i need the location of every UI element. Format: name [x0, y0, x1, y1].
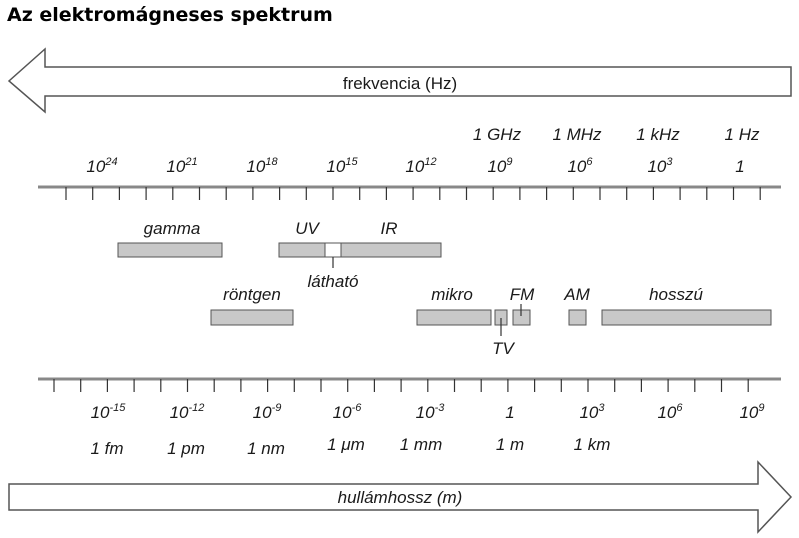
long-wave-label: hosszú	[649, 285, 703, 304]
frequency-unit-label: 1 kHz	[636, 125, 680, 144]
xray-label: röntgen	[223, 285, 281, 304]
visible-band	[324, 242, 342, 258]
frequency-tick-label: 1012	[405, 156, 436, 176]
frequency-tick-label: 1024	[86, 156, 117, 176]
xray-band	[210, 309, 294, 326]
frequency-tick-label: 109	[487, 156, 512, 176]
micro-label: mikro	[431, 285, 473, 304]
frequency-unit-label: 1 Hz	[725, 125, 760, 144]
wavelength-arrow	[8, 460, 793, 534]
frequency-scale-ticks	[65, 187, 761, 200]
wavelength-tick-label: 10-12	[170, 402, 205, 422]
frequency-tick-label: 106	[567, 156, 593, 176]
wavelength-arrow-label: hullámhossz (m)	[338, 488, 463, 507]
frequency-tick-label: 103	[647, 156, 673, 176]
wavelength-tick-label: 10-15	[91, 402, 127, 422]
wavelength-tick-label: 109	[739, 402, 764, 422]
wavelength-tick-label: 106	[657, 402, 683, 422]
wavelength-tick-label: 1	[505, 403, 514, 422]
frequency-tick-label: 1015	[326, 156, 358, 176]
frequency-arrow	[7, 47, 792, 114]
wavelength-unit-label: 1 km	[574, 435, 611, 454]
wavelength-unit-label: 1 nm	[247, 439, 285, 458]
page-title: Az elektromágneses spektrum	[7, 4, 333, 26]
wavelength-scale-ticks	[53, 379, 749, 392]
gamma-band	[117, 242, 223, 258]
frequency-tick-label: 1018	[246, 156, 278, 176]
fm-label: FM	[510, 285, 535, 304]
am-band	[568, 309, 587, 326]
frequency-unit-label: 1 MHz	[552, 125, 602, 144]
uv-label: UV	[295, 219, 320, 238]
gamma-label: gamma	[144, 219, 201, 238]
long-wave-band	[601, 309, 772, 326]
tv-label: TV	[492, 339, 515, 358]
wavelength-tick-label: 10-9	[253, 402, 282, 422]
wavelength-tick-label: 10-6	[333, 402, 363, 422]
wavelength-unit-label: 1 m	[496, 435, 524, 454]
ir-label: IR	[381, 219, 398, 238]
frequency-arrow-label: frekvencia (Hz)	[343, 74, 457, 93]
frequency-unit-label: 1 GHz	[473, 125, 522, 144]
visible-label: látható	[307, 272, 358, 291]
uv-ir-band	[278, 242, 442, 258]
wavelength-unit-label: 1 mm	[400, 435, 443, 454]
wavelength-unit-label: 1 μm	[327, 435, 365, 454]
wavelength-tick-label: 10-3	[416, 402, 446, 422]
micro-band	[416, 309, 492, 326]
wavelength-tick-label: 103	[579, 402, 605, 422]
wavelength-unit-label: 1 fm	[90, 439, 123, 458]
am-label: AM	[563, 285, 590, 304]
frequency-tick-label: 1	[735, 157, 744, 176]
frequency-tick-label: 1021	[166, 156, 197, 176]
wavelength-unit-label: 1 pm	[167, 439, 205, 458]
